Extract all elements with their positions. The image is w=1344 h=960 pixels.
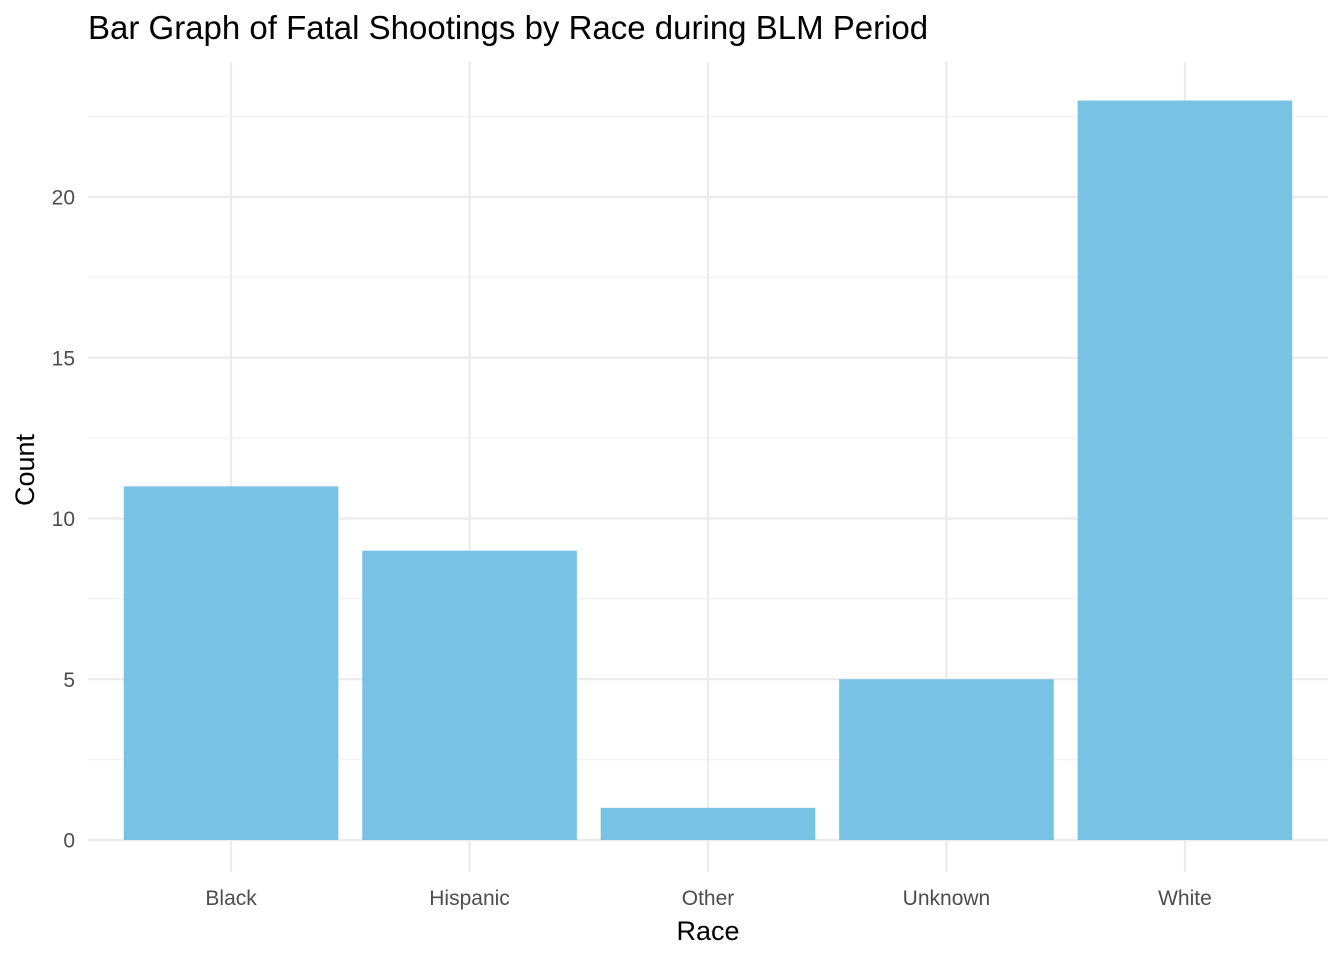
x-tick-label: Hispanic [429,887,510,910]
y-axis-ticks: 0 5 10 15 20 [52,187,75,853]
x-tick-label: Unknown [903,887,991,910]
x-tick-label: Black [205,887,257,910]
x-tick-label: White [1158,887,1212,910]
y-tick-label: 20 [52,187,75,210]
y-tick-label: 15 [52,347,75,370]
chart-title: Bar Graph of Fatal Shootings by Race dur… [88,9,928,46]
y-tick-label: 0 [63,830,75,853]
y-axis-title: Count [10,433,40,506]
bar-hispanic [362,550,577,840]
x-axis-title: Race [676,916,739,946]
x-tick-label: Other [682,887,735,910]
y-tick-label: 5 [63,669,75,692]
bar-unknown [839,679,1054,840]
x-axis-ticks: Black Hispanic Other Unknown White [205,887,1211,910]
bar-other [600,807,816,840]
bar-black [123,486,339,840]
y-tick-label: 10 [52,508,75,531]
bar-white [1077,100,1293,841]
bars [123,100,1293,841]
